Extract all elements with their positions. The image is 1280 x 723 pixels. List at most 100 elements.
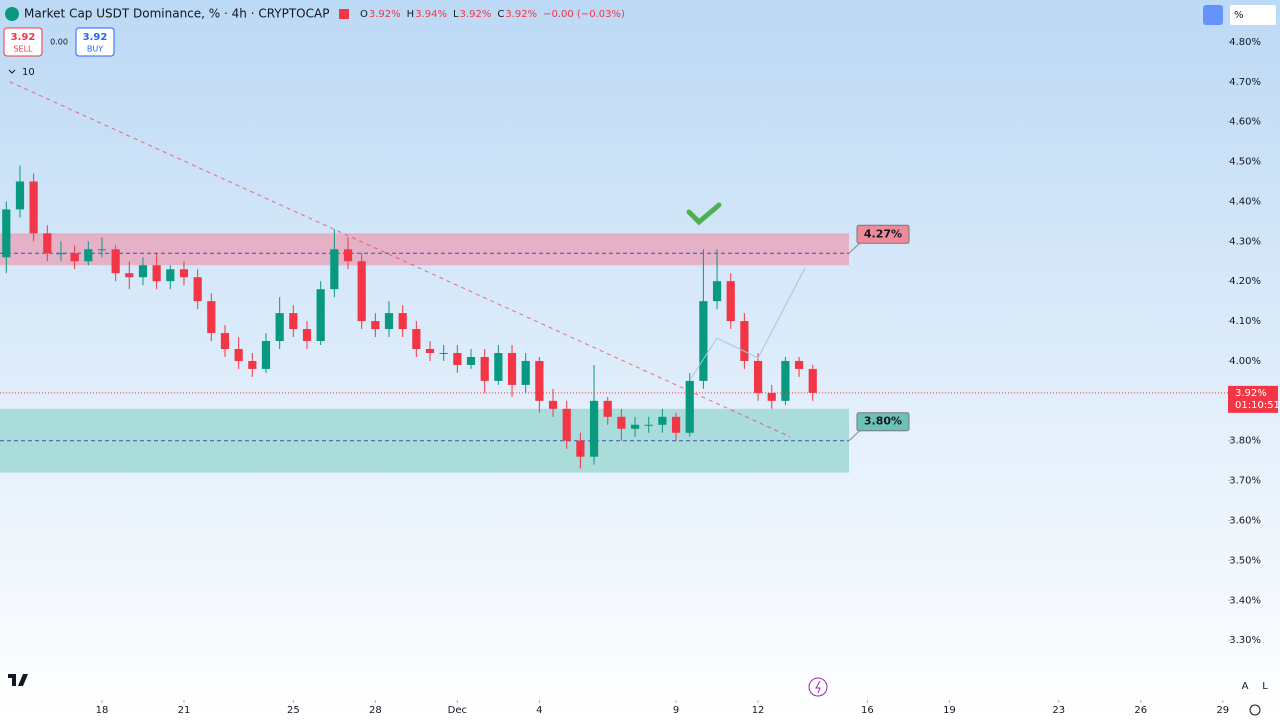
last-price-label: 3.92% <box>1235 388 1267 399</box>
y-tick-label: 3.50% <box>1229 555 1261 566</box>
flag <box>339 9 349 19</box>
checkmark <box>686 202 722 226</box>
sell-label: SELL <box>13 45 33 54</box>
zone-tag <box>856 412 910 432</box>
ohlc-key: H <box>407 9 415 20</box>
candle-body <box>740 321 749 361</box>
candle-body <box>111 249 120 274</box>
candle-body <box>671 416 681 433</box>
x-tick-label: 25 <box>287 705 300 716</box>
candle-body <box>357 261 366 322</box>
candle-body <box>138 265 148 278</box>
candle-body <box>371 321 380 330</box>
x-tick-label: 28 <box>369 705 382 716</box>
candle-body <box>535 360 544 401</box>
zone-tag-label: 3.80% <box>864 415 902 428</box>
candle-body <box>289 313 298 330</box>
candle-body <box>808 368 817 393</box>
candle-body <box>56 253 66 255</box>
ohlc-key: C <box>497 9 504 20</box>
candle-body <box>603 400 612 417</box>
candle-body <box>166 269 175 282</box>
ohlc-value: 3.92% <box>505 9 537 20</box>
candle-body <box>316 289 325 342</box>
x-tick-label: 23 <box>1052 705 1065 716</box>
y-tick-label: 4.40% <box>1229 196 1261 207</box>
candle-body <box>658 416 667 425</box>
x-tick-label: 12 <box>752 705 765 716</box>
y-tick-label: 4.70% <box>1229 77 1261 88</box>
x-tick-label: Dec <box>448 705 467 716</box>
ohlc-value: 3.92% <box>369 9 401 20</box>
candle-body <box>521 360 530 385</box>
scale-mode-box[interactable] <box>1230 5 1276 25</box>
auto-scale[interactable]: A <box>1242 681 1249 692</box>
candle-body <box>644 424 653 426</box>
candle-body <box>261 341 271 369</box>
y-tick-label: 3.80% <box>1229 436 1261 447</box>
symbol-title: Market Cap USDT Dominance, % · 4h · CRYP… <box>24 7 329 21</box>
candle-body <box>234 349 243 361</box>
indicator-count[interactable]: 10 <box>22 67 35 78</box>
y-tick-label: 4.50% <box>1229 157 1261 168</box>
candle-body <box>220 333 230 350</box>
candle-body <box>152 265 161 282</box>
candle-body <box>70 253 79 262</box>
candle-body <box>43 233 52 254</box>
x-tick-label: 9 <box>673 705 679 716</box>
buy-button[interactable] <box>75 27 115 57</box>
candle-body <box>576 440 585 457</box>
y-tick-label: 4.20% <box>1229 276 1261 287</box>
sell-price: 3.92 <box>11 32 36 43</box>
candle-body <box>275 313 284 342</box>
candle-body <box>617 416 626 429</box>
candle-body <box>726 281 735 322</box>
collapse-icon[interactable] <box>8 69 16 74</box>
x-tick-label: 29 <box>1216 705 1229 716</box>
x-tick-label: 26 <box>1134 705 1147 716</box>
candle-body <box>398 313 407 330</box>
x-tick-label: 4 <box>536 705 542 716</box>
candle-body <box>84 249 93 262</box>
candle-body <box>781 360 790 401</box>
buy-label: BUY <box>87 45 103 54</box>
sell-button[interactable] <box>3 27 43 57</box>
ohlc-value: 3.92% <box>460 9 492 20</box>
change: −0.00 (−0.03%) <box>543 9 625 20</box>
symbol-icon <box>5 7 19 21</box>
zone-tag-label: 4.27% <box>864 227 902 240</box>
ohlc-key: L <box>453 9 459 20</box>
y-tick-label: 3.60% <box>1229 516 1261 527</box>
candle-body <box>630 424 640 429</box>
candle-body <box>179 269 189 278</box>
last-price-tag <box>1228 385 1278 413</box>
spread: 0.00 <box>50 38 68 47</box>
ohlc-key: O <box>360 9 368 20</box>
ohlc-value: 3.94% <box>415 9 447 20</box>
candle-body <box>753 360 763 393</box>
candle-body <box>548 400 558 409</box>
candle-body <box>412 329 421 350</box>
ohlc-legend: O 3.92% H 3.94% L 3.92% C 3.92% −0.00 (−0.03%) <box>360 9 625 20</box>
candle-body <box>2 209 11 258</box>
x-tick-label: 19 <box>943 705 956 716</box>
candle-body <box>767 392 776 401</box>
settings-icon[interactable] <box>1249 704 1261 716</box>
x-tick-label: 21 <box>178 705 191 716</box>
alert-icon[interactable] <box>808 677 828 697</box>
sync-button[interactable] <box>1203 5 1223 25</box>
candle-body <box>794 360 804 369</box>
candle-body <box>384 313 394 330</box>
candle-body <box>207 301 216 334</box>
candle-body <box>439 352 448 354</box>
logo <box>8 674 28 686</box>
countdown: 01:10:51 <box>1235 400 1280 411</box>
candle-body <box>343 249 353 262</box>
x-tick-label: 16 <box>861 705 874 716</box>
buy-price: 3.92 <box>83 32 108 43</box>
y-tick-label: 4.80% <box>1229 37 1261 48</box>
y-tick-label: 3.40% <box>1229 595 1261 606</box>
log-scale[interactable]: L <box>1262 681 1268 692</box>
